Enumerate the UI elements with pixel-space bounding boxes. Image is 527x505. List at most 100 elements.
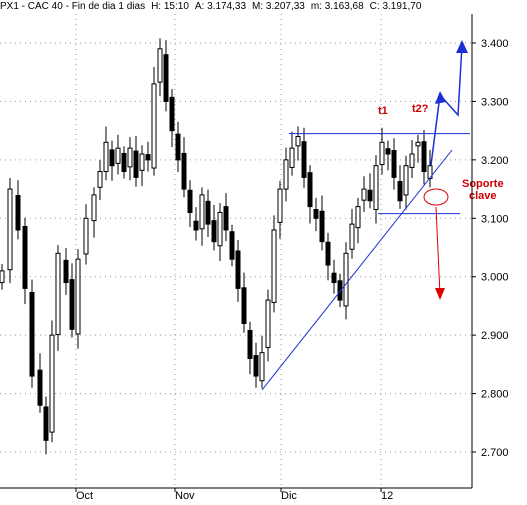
candle-body — [307, 172, 313, 208]
y-tick-label: 3.300 — [481, 96, 509, 108]
candle-body — [301, 141, 307, 178]
candle-body — [43, 406, 49, 441]
candle-body — [421, 141, 427, 173]
candle-body — [91, 194, 97, 222]
candle-body — [325, 241, 331, 266]
candle-body — [133, 150, 139, 178]
candle-body — [115, 147, 121, 164]
candle-body — [15, 194, 21, 231]
candle-body — [109, 149, 115, 167]
y-tick-label: 2.900 — [481, 330, 509, 342]
candle-body — [163, 54, 169, 102]
candles — [0, 38, 433, 455]
support-circle — [423, 188, 449, 206]
candle-body — [193, 220, 199, 231]
candle-body — [181, 152, 187, 190]
bearish-arrow-head — [435, 288, 445, 300]
candle-body — [29, 291, 35, 377]
chart-header: PX1 - CAC 40 - Fin de dia 1 dias H: 15:10… — [0, 0, 427, 13]
candle-body — [343, 252, 349, 307]
x-tick-label: 12 — [381, 490, 393, 502]
candle-body — [97, 171, 103, 188]
candle-body — [319, 210, 325, 243]
candle-body — [187, 189, 193, 213]
candle-body — [355, 206, 361, 229]
label-clave: clave — [469, 190, 497, 202]
candle-body — [151, 83, 157, 169]
x-tick-label: Nov — [175, 490, 195, 502]
arrow-head-mid — [435, 91, 446, 104]
label-t2: t2? — [412, 103, 429, 115]
candle-body — [229, 231, 235, 260]
candle-body — [277, 188, 283, 223]
arrow-head-top — [456, 40, 468, 53]
header-close: C: 3.191,70 — [369, 1, 422, 12]
candle-body — [247, 329, 253, 360]
candle-body — [271, 229, 277, 303]
y-tick-label: 3.200 — [481, 155, 509, 167]
candle-body — [403, 165, 409, 196]
candle-body — [75, 258, 81, 335]
annotations: t1 t2? Soporte clave — [261, 40, 504, 391]
candle-body — [349, 223, 355, 250]
candle-body — [7, 188, 13, 271]
candle-body — [223, 206, 229, 231]
candle-body — [175, 133, 181, 161]
candle-body — [83, 217, 89, 255]
candle-body — [367, 189, 373, 202]
candle-body — [397, 180, 403, 202]
y-axis: 2.700 2.800 2.900 3.000 3.100 3.200 3.300 3.400 — [471, 14, 509, 488]
candle-body — [409, 153, 415, 168]
candle-body — [157, 48, 163, 83]
candle-body — [415, 141, 421, 147]
candle-body — [241, 287, 247, 324]
candle-body — [337, 280, 343, 301]
header-open: A: 3.174,33 — [194, 1, 247, 12]
candle-body — [121, 152, 127, 173]
ascending-trendline — [261, 149, 453, 391]
candle-body — [145, 154, 151, 161]
y-tick-label: 3.400 — [481, 38, 509, 50]
y-tick-label: 3.000 — [481, 272, 509, 284]
candle-body — [211, 220, 217, 243]
candle-body — [385, 148, 391, 155]
bearish-projection-arrow — [435, 206, 441, 296]
candle-body — [379, 141, 385, 166]
header-time: H: 15:10 — [151, 1, 189, 12]
label-soporte: Soporte — [462, 178, 504, 190]
y-tick-label: 2.700 — [481, 447, 509, 459]
candle-body — [169, 96, 175, 132]
candle-body — [331, 272, 337, 284]
label-t1: t1 — [378, 105, 388, 117]
header-symbol: PX1 - CAC 40 - Fin de dia 1 dias — [0, 1, 146, 12]
candle-body — [373, 165, 379, 211]
candle-body — [199, 194, 205, 230]
header-high: M: 3.207,33 — [252, 1, 305, 12]
candle-body — [259, 352, 265, 382]
candle-body — [127, 147, 133, 168]
candle-body — [265, 299, 271, 348]
candle-body — [313, 209, 319, 219]
bullish-projection-arrow — [430, 44, 463, 166]
header-low: m: 3.163,68 — [310, 1, 364, 12]
candle-body — [37, 369, 43, 406]
x-tick-label: Oct — [76, 490, 93, 502]
y-tick-label: 3.100 — [481, 213, 509, 225]
x-axis: Oct Nov Dic 12 — [0, 487, 472, 502]
candle-body — [0, 270, 5, 284]
candle-body — [205, 200, 211, 225]
candle-body — [139, 153, 145, 171]
candle-body — [63, 259, 69, 284]
candle-body — [22, 225, 28, 289]
candle-body — [361, 188, 367, 201]
candle-body — [55, 252, 61, 336]
candle-body — [49, 334, 55, 433]
candle-body — [217, 211, 223, 247]
candle-body — [391, 150, 397, 178]
candle-body — [289, 147, 295, 168]
candle-body — [253, 355, 259, 377]
y-tick-label: 2.800 — [481, 389, 509, 401]
candle-body — [103, 141, 109, 173]
candle-body — [283, 159, 289, 190]
